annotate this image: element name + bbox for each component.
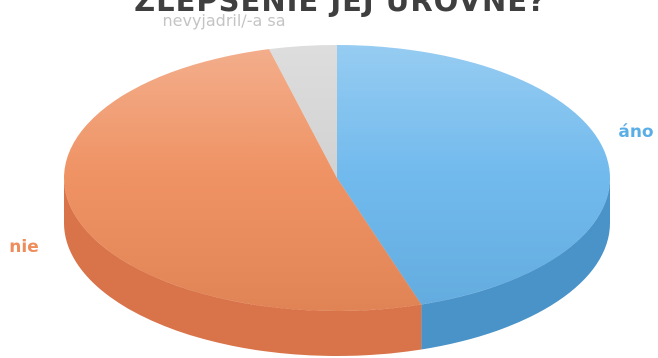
pie-side-nie bbox=[64, 178, 422, 357]
pie-side-ano bbox=[421, 178, 610, 350]
label-ano: áno bbox=[618, 122, 653, 142]
label-nevyjadril: nevyjadril/-a sa bbox=[163, 11, 286, 30]
label-nie: nie bbox=[9, 237, 38, 257]
pie-sheen bbox=[64, 45, 610, 311]
chart-title: ZLEPŠENIE JEJ ÚROVNE? bbox=[134, 0, 546, 18]
